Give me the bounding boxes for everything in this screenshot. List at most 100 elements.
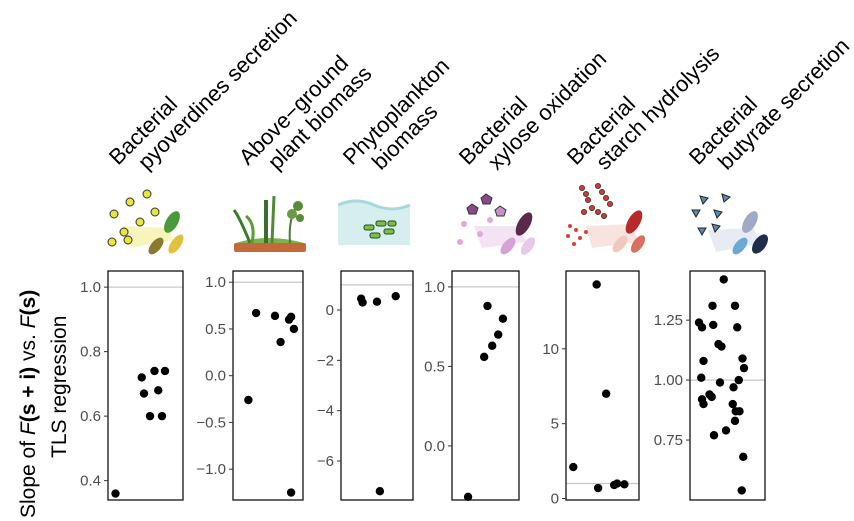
y-tick-label: 5 bbox=[551, 416, 559, 433]
data-point bbox=[494, 330, 503, 339]
panel-2: −1.0 −0.5 0.0 0.5 1.0 bbox=[196, 270, 304, 501]
y-tick-label: 1.0 bbox=[424, 279, 445, 296]
data-point bbox=[699, 399, 708, 409]
data-point bbox=[286, 312, 296, 321]
panel-5: 0 5 10 bbox=[542, 270, 640, 508]
y-tick-label: −6 bbox=[317, 453, 334, 470]
data-point bbox=[160, 366, 170, 376]
data-point bbox=[734, 375, 743, 385]
y-tick-label: 10 bbox=[542, 341, 559, 358]
data-point bbox=[697, 323, 707, 332]
data-point bbox=[721, 426, 731, 435]
y-tick-label: 0.5 bbox=[424, 358, 445, 375]
data-point bbox=[730, 416, 740, 426]
data-point bbox=[601, 389, 611, 398]
data-point bbox=[479, 352, 489, 362]
data-point bbox=[488, 341, 497, 350]
panel-frame bbox=[689, 270, 766, 501]
y-tick-label: 0.0 bbox=[424, 438, 445, 455]
y-label-prefix: Slope of bbox=[17, 435, 40, 518]
data-point bbox=[391, 291, 400, 301]
panel-3: −6 −4 −2 0 bbox=[317, 270, 414, 501]
y-tick-label: −1.0 bbox=[196, 461, 226, 478]
data-point bbox=[463, 492, 473, 502]
data-point bbox=[717, 342, 726, 351]
data-point bbox=[150, 366, 159, 376]
data-point bbox=[592, 280, 601, 289]
bacteria-butyrate-icon bbox=[691, 193, 768, 255]
data-point bbox=[593, 483, 603, 493]
data-point bbox=[111, 489, 120, 498]
data-point bbox=[483, 301, 492, 311]
data-point bbox=[289, 324, 299, 334]
data-point bbox=[709, 320, 718, 330]
y-tick-label: 0.4 bbox=[80, 473, 101, 490]
y-tick-label: 0.75 bbox=[654, 432, 683, 449]
panel-6: 0.75 1.00 1.25 bbox=[654, 270, 766, 501]
icons-row bbox=[107, 183, 768, 255]
data-point bbox=[738, 354, 747, 363]
y-tick-label: −4 bbox=[317, 403, 334, 420]
data-point bbox=[276, 337, 285, 347]
data-point bbox=[737, 486, 746, 495]
y-label-f1: F bbox=[17, 421, 40, 435]
panel-1: 0.4 0.6 0.8 1.0 bbox=[80, 270, 184, 501]
y-axis-label: Slope of F(s + i) vs. F(s) TLS regressio… bbox=[17, 290, 71, 518]
data-point bbox=[620, 480, 629, 489]
data-point bbox=[358, 298, 367, 307]
data-point bbox=[270, 311, 280, 321]
data-point bbox=[730, 301, 740, 310]
y-tick-label: 1.00 bbox=[654, 372, 683, 389]
data-point bbox=[569, 462, 578, 472]
data-point bbox=[739, 452, 748, 462]
panel-frame bbox=[107, 270, 184, 501]
svg-text:Slope of F(s + i) vs. F(s): Slope of F(s + i) vs. F(s) bbox=[17, 290, 40, 518]
y-tick-label: −2 bbox=[317, 352, 334, 369]
data-point bbox=[145, 411, 155, 421]
y-label-s-plus-i: (s + i) bbox=[17, 367, 40, 422]
data-point bbox=[372, 297, 382, 306]
data-point bbox=[612, 479, 622, 488]
y-tick-label: 0 bbox=[551, 491, 559, 508]
bacteria-starch-icon bbox=[566, 183, 646, 253]
data-point bbox=[709, 431, 719, 440]
plant-biomass-icon bbox=[232, 195, 306, 252]
data-point bbox=[139, 389, 149, 398]
data-point bbox=[739, 363, 749, 373]
y-tick-label: 0 bbox=[326, 302, 334, 319]
panel-4: 0.0 0.5 1.0 bbox=[424, 270, 520, 502]
data-point bbox=[715, 378, 725, 387]
y-label-s: (s) bbox=[17, 290, 40, 316]
panels: 0.40.60.81.0−1.0−0.50.00.51.0−6−4−200.00… bbox=[80, 270, 766, 508]
y-label-f2: F bbox=[17, 314, 40, 328]
data-point bbox=[154, 386, 163, 395]
panel-frame bbox=[232, 270, 304, 501]
panel-frame bbox=[565, 270, 640, 501]
data-point bbox=[729, 383, 738, 392]
data-point bbox=[733, 323, 742, 332]
bacteria-pyoverdines-icon bbox=[107, 189, 184, 255]
panel-frame bbox=[451, 270, 520, 501]
data-point bbox=[728, 399, 737, 409]
bacteria-xylose-icon bbox=[457, 193, 536, 255]
data-point bbox=[699, 356, 708, 366]
y-label-vs: vs. bbox=[17, 328, 40, 367]
data-point bbox=[719, 275, 728, 284]
y-tick-label: 0.6 bbox=[80, 408, 101, 425]
phytoplankton-icon bbox=[337, 199, 411, 245]
y-tick-label: −0.5 bbox=[196, 414, 226, 431]
y-tick-label: 0.0 bbox=[205, 368, 226, 385]
y-tick-label: 0.8 bbox=[80, 344, 101, 361]
y-label-line2: TLS regression bbox=[48, 316, 71, 458]
data-point bbox=[137, 373, 146, 382]
data-point bbox=[157, 411, 167, 421]
data-point bbox=[707, 392, 716, 402]
data-point bbox=[735, 407, 744, 416]
data-point bbox=[498, 314, 508, 323]
y-tick-label: 1.0 bbox=[205, 274, 226, 291]
y-tick-label: 0.5 bbox=[205, 321, 226, 338]
